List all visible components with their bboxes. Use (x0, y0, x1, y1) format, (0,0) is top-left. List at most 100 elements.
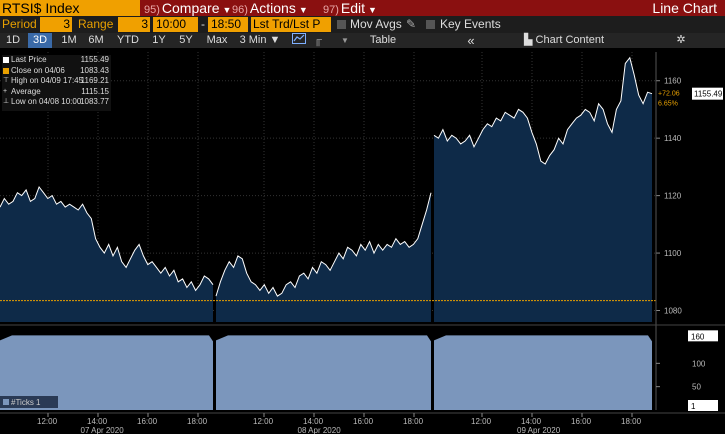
range-button-3d[interactable]: 3D (28, 33, 52, 48)
legend-key: Close on 04/06 (11, 65, 65, 75)
y-axis-tick-label: 1100 (664, 249, 682, 258)
x-axis-date-label: 08 Apr 2020 (298, 426, 342, 434)
bar-chart-icon[interactable]: ╓ (314, 34, 322, 46)
x-axis-time-label: 18:00 (621, 417, 642, 426)
range-button-6m[interactable]: 6M (88, 34, 104, 46)
menu-number: 95) (144, 4, 160, 16)
time-to-field[interactable]: 18:50 (208, 17, 248, 32)
chevron-down-icon[interactable]: ▼ (341, 36, 349, 45)
chevron-down-icon: ▼ (298, 5, 308, 15)
legend-key: Low on 04/08 10:00 (11, 97, 82, 106)
volume-bottom-tag (688, 400, 718, 411)
ticks-area-day-3 (434, 335, 652, 410)
chevron-down-icon: ▼ (368, 5, 377, 15)
legend-value: 1083.77 (80, 97, 109, 106)
y-axis-tick-label: 1120 (664, 192, 682, 201)
legend-close: Close on 04/06 1083.43 (2, 66, 111, 77)
interval-select[interactable]: 3 Min ▼ (237, 33, 283, 48)
price-line-day-3 (433, 56, 653, 165)
volume-top-label: 160 (691, 332, 705, 341)
range-button-1y[interactable]: 1Y (152, 34, 166, 46)
chart-content-icon: ▙ (523, 34, 533, 46)
price-chart[interactable]: 108011001120114011601155.49+72.066.65%#T… (0, 48, 725, 434)
chart-legend: Last Price 1155.49 Close on 04/06 1083.43 … (2, 55, 111, 111)
range-button-ytd[interactable]: YTD (117, 34, 139, 46)
x-axis-time-label: 14:00 (303, 417, 324, 426)
ticks-legend-swatch (3, 399, 9, 405)
actions-menu[interactable]: 96) Actions ▼ (232, 0, 308, 16)
menu-number: 96) (232, 4, 248, 16)
interval-label: 3 Min (239, 34, 267, 46)
title-bar: RTSI$ Index 95) Compare ▼ 96) Actions ▼ 97) E… (0, 0, 725, 16)
compare-label: Compare (161, 0, 220, 16)
security-ticker[interactable]: RTSI$ Index (0, 0, 140, 16)
last-price-label: 1155.49 (694, 90, 723, 99)
table-button[interactable]: Table (369, 34, 397, 46)
pencil-icon[interactable]: ✎ (406, 17, 417, 31)
range-button-max[interactable]: Max (206, 34, 228, 46)
chart-content-label: Chart Content (535, 34, 604, 46)
time-from-field[interactable]: 10:00 (153, 17, 198, 32)
range-button-5y[interactable]: 5Y (179, 34, 193, 46)
range-field[interactable]: 3 (118, 17, 150, 32)
menu-number: 97) (323, 4, 339, 16)
price-area-day-2 (216, 192, 431, 322)
edit-menu[interactable]: 97) Edit ▼ (323, 0, 377, 16)
range-button-1d[interactable]: 1D (5, 34, 21, 46)
volume-axis-tick-label: 100 (692, 359, 706, 368)
mov-avgs-checkbox[interactable] (337, 20, 346, 29)
period-field[interactable]: 3 (40, 17, 72, 32)
compare-menu[interactable]: 95) Compare ▼ (144, 0, 231, 16)
y-axis-tick-label: 1140 (664, 134, 682, 143)
x-axis-time-label: 12:00 (253, 417, 274, 426)
controls-bar: Period 3 Range 3 10:00 - 18:50 Lst Trd/L… (0, 16, 725, 33)
range-button-1m[interactable]: 1M (61, 34, 77, 46)
legend-swatch-orange (3, 67, 9, 74)
edit-label: Edit (340, 0, 366, 16)
legend-value: 1083.43 (80, 65, 109, 75)
chevron-down-icon: ▼ (269, 34, 281, 46)
price-field-select[interactable]: Lst Trd/Lst P (251, 17, 331, 32)
line-chart-icon[interactable] (290, 33, 308, 48)
line-chart-icon-svg (292, 33, 306, 44)
price-line-day-1 (0, 185, 214, 292)
legend-high: ⊤ High on 04/09 17:45 1169.21 (2, 76, 111, 87)
volume-top-tag (688, 330, 718, 342)
high-marker-icon: ⊤ (3, 77, 10, 84)
gear-icon[interactable]: ✲ (676, 34, 686, 46)
actions-label: Actions (249, 0, 296, 16)
last-price-tag (692, 87, 723, 100)
legend-value: 1115.15 (81, 86, 109, 96)
collapse-button[interactable]: « (467, 33, 475, 48)
toolbar: 1D 3D 1M 6M YTD 1Y 5Y Max 3 Min ▼ ╓ ▼ Ta… (0, 33, 725, 48)
chevron-down-icon: ▼ (222, 5, 232, 15)
volume-axis-tick-label: 50 (692, 383, 701, 392)
x-axis-time-label: 16:00 (137, 417, 158, 426)
ticks-area-day-1 (0, 335, 213, 410)
x-axis-time-label: 16:00 (571, 417, 592, 426)
ticks-legend-box (0, 396, 58, 408)
change-label: +72.06 (658, 91, 680, 98)
legend-value: 1169.21 (80, 76, 109, 85)
legend-last-price: Last Price 1155.49 (2, 55, 111, 66)
volume-bottom-label: 1 (691, 402, 696, 411)
price-line-day-2 (215, 192, 432, 297)
legend-key: Last Price (11, 55, 47, 64)
low-marker-icon: ⊥ (3, 98, 10, 105)
x-axis-time-label: 18:00 (403, 417, 424, 426)
x-axis-date-label: 07 Apr 2020 (81, 426, 125, 434)
x-axis-time-label: 12:00 (37, 417, 58, 426)
window-title: Line Chart (652, 0, 717, 16)
chart-content-button[interactable]: ▙ Chart Content (519, 33, 609, 48)
legend-value: 1155.49 (80, 55, 109, 64)
price-area-day-3 (434, 57, 652, 322)
legend-swatch-white (3, 57, 9, 63)
x-axis-time-label: 18:00 (187, 417, 208, 426)
mov-avgs-label: Mov Avgs (350, 17, 402, 31)
range-label: Range (78, 17, 114, 31)
x-axis-time-label: 14:00 (87, 417, 108, 426)
x-axis-time-label: 16:00 (353, 417, 374, 426)
change-pct-label: 6.65% (658, 101, 678, 108)
x-axis-date-label: 09 Apr 2020 (517, 426, 561, 434)
key-events-checkbox[interactable] (426, 20, 435, 29)
